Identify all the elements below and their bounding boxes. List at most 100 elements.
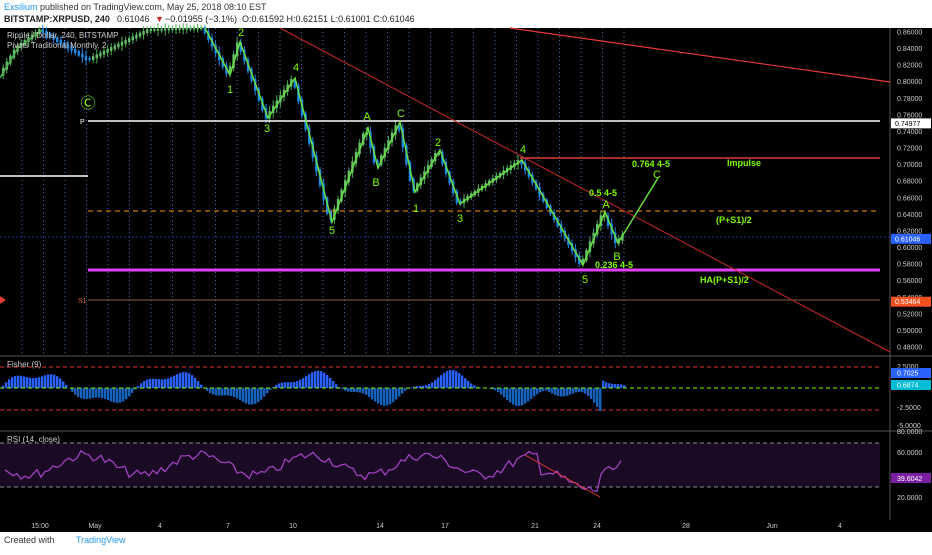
fisher-bar: [86, 388, 88, 399]
fisher-bar: [617, 384, 619, 388]
fisher-bar: [563, 388, 565, 396]
fisher-bar: [158, 379, 160, 388]
candle: [99, 53, 101, 57]
fib-label: (P+S1)/2: [716, 215, 752, 225]
rsi-badge-label: 39.6042: [897, 476, 922, 483]
fisher-bar: [29, 378, 31, 388]
candle: [142, 31, 144, 35]
rsi-tick-label: 20.0000: [897, 495, 922, 502]
fisher-bar: [188, 373, 190, 388]
candle: [189, 27, 191, 29]
wave-label: 3: [264, 123, 270, 135]
fisher-bar: [398, 388, 400, 396]
rsi-band: [0, 443, 880, 487]
fisher-bar: [581, 388, 583, 392]
fisher-bar: [497, 388, 499, 392]
fisher-bar: [287, 382, 289, 388]
fisher-bar: [377, 388, 379, 404]
price-tick-label: 0.68000: [897, 179, 922, 186]
fisher-bar: [212, 388, 214, 395]
fisher-bar: [248, 388, 250, 405]
time-tick-label: 4: [838, 523, 842, 530]
fisher-bar: [596, 388, 598, 407]
time-tick-label: 15:00: [31, 523, 49, 530]
fisher-bar: [116, 388, 118, 403]
fisher-bar: [254, 388, 256, 404]
author[interactable]: Exsilium: [4, 2, 38, 12]
fisher-bar: [548, 388, 550, 392]
fisher-bar: [47, 375, 49, 388]
legend-series: Ripple / Dollar, 240, BITSTAMP: [7, 31, 118, 40]
fisher-bar: [584, 388, 586, 394]
fisher-bar: [113, 388, 115, 402]
fisher-bar: [410, 387, 412, 388]
candle: [182, 28, 184, 30]
footer-created: Created with: [4, 535, 55, 545]
fisher-bar: [524, 388, 526, 404]
fisher-bar: [389, 388, 391, 404]
fib-label: 0.764 4-5: [632, 159, 670, 169]
fisher-bar: [197, 381, 199, 388]
fisher-bar: [620, 384, 622, 388]
fisher-bar: [125, 388, 127, 399]
candle: [106, 49, 108, 53]
fisher-bar: [278, 383, 280, 388]
fisher-bar: [383, 388, 385, 406]
fisher-bar: [539, 388, 541, 392]
time-tick-label: 10: [289, 523, 297, 530]
fisher-bar: [164, 379, 166, 388]
fisher-bar: [194, 378, 196, 388]
price-tick-label: 0.76000: [897, 112, 922, 119]
time-tick-label: May: [88, 523, 102, 530]
fisher-bar: [242, 388, 244, 402]
fisher-bar: [233, 388, 235, 397]
footer-brand[interactable]: TradingView: [76, 535, 126, 545]
fisher-bar: [467, 381, 469, 388]
fisher-bar: [32, 378, 34, 388]
fisher-bar: [608, 383, 610, 388]
fisher-bar: [5, 382, 7, 388]
fisher-bar: [71, 388, 73, 392]
fisher-title: Fisher (9): [7, 360, 42, 369]
wave-label: C: [653, 169, 661, 181]
fisher-bar: [353, 388, 355, 392]
fisher-bar: [614, 384, 616, 388]
fisher-bar: [308, 374, 310, 388]
price-tick-label: 0.60000: [897, 245, 922, 252]
fisher-bar: [434, 380, 436, 388]
candle: [146, 29, 148, 33]
fisher-bar: [56, 376, 58, 388]
fisher-bar: [293, 382, 295, 388]
candle: [110, 47, 112, 51]
fisher-bar: [200, 385, 202, 388]
fisher-bar: [560, 388, 562, 397]
fisher-bar: [515, 388, 517, 406]
fisher-bar: [386, 388, 388, 405]
change: −0.01955 (−3.1%): [165, 14, 237, 24]
pivot-label: S1: [78, 298, 87, 305]
price-tick-label: 0.66000: [897, 195, 922, 202]
fisher-bar: [173, 376, 175, 388]
fisher-bar: [221, 388, 223, 396]
fisher-bar: [362, 388, 364, 394]
fisher-bar: [161, 379, 163, 388]
pivot-label: P: [80, 119, 85, 126]
rsi-tick-label: 60.0000: [897, 450, 922, 457]
fisher-bar: [245, 388, 247, 404]
price-tick-label: 0.64000: [897, 212, 922, 219]
price-tick-label: 0.80000: [897, 79, 922, 86]
fisher-bar: [458, 373, 460, 388]
candle: [150, 29, 152, 31]
fisher-bar: [260, 388, 262, 400]
fisher-bar: [104, 388, 106, 399]
fisher-bar: [320, 371, 322, 388]
candle: [78, 51, 80, 55]
fisher-bar: [506, 388, 508, 400]
fisher-bar: [380, 388, 382, 405]
price-tick-label: 0.84000: [897, 46, 922, 53]
fisher-bar: [530, 388, 532, 399]
wave-label: A: [602, 199, 610, 211]
fisher-bar: [149, 379, 151, 388]
fisher-bar: [356, 388, 358, 392]
fisher-bar: [119, 388, 121, 403]
